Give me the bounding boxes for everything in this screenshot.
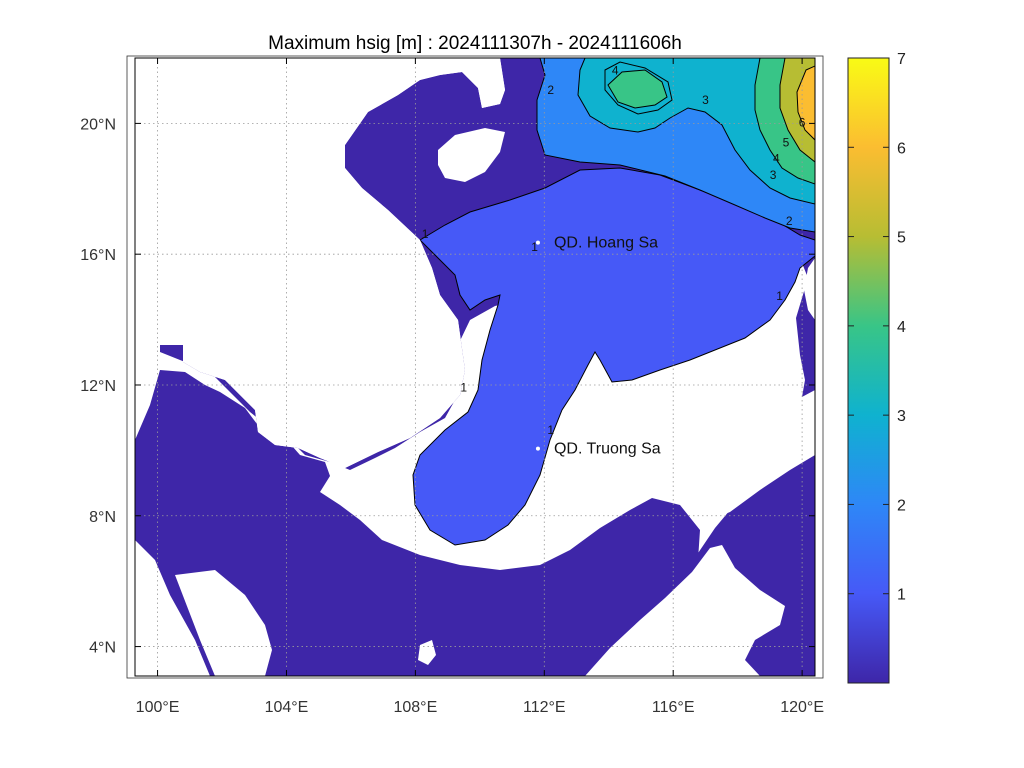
island-marker [535, 446, 540, 451]
colorbar-ticks: 1 2 3 4 5 6 7 [848, 51, 906, 604]
colorbar-tick-label: 3 [897, 408, 906, 425]
contour-label: 1 [460, 381, 467, 395]
contour-label: 2 [786, 214, 793, 228]
y-axis-tick-labels: 4°N 8°N 12°N 16°N 20°N [80, 116, 116, 656]
colorbar-tick-label: 7 [897, 51, 906, 68]
y-tick-label: 8°N [89, 509, 116, 526]
place-label: QD. Hoang Sa [554, 235, 658, 252]
sea-region-6-7m [796, 65, 815, 141]
land-borneo [585, 545, 785, 676]
colorbar-tick-label: 1 [897, 587, 906, 604]
contour-label: 1 [422, 227, 429, 241]
colorbar: 1 2 3 4 5 6 7 [847, 51, 906, 684]
y-tick-label: 16°N [80, 247, 116, 264]
chart-title: Maximum hsig [m] : 2024111307h - 2024111… [268, 33, 682, 54]
sea-region-4-5m [607, 58, 815, 185]
x-tick-label: 120°E [780, 699, 824, 716]
x-tick-label: 104°E [265, 699, 309, 716]
colorbar-tick-label: 4 [897, 319, 906, 336]
colorbar-tick-label: 6 [897, 140, 906, 157]
x-tick-label: 116°E [652, 699, 695, 716]
x-tick-label: 100°E [136, 699, 180, 716]
land-sumatra-coast [175, 570, 272, 676]
land-hainan [438, 128, 505, 182]
map-frame [126, 55, 824, 679]
land-malay-peninsula-west [135, 540, 210, 676]
x-tick-label: 112°E [523, 699, 566, 716]
contour-label: 6 [799, 116, 806, 130]
place-label: QD. Truong Sa [554, 441, 661, 458]
map-grid [135, 58, 815, 676]
colorbar-tick-label: 2 [897, 497, 906, 514]
contour-label: 3 [702, 93, 709, 107]
contour-label: 1 [531, 240, 538, 254]
land-small-island [418, 640, 436, 665]
colorbar-gradient [847, 57, 890, 684]
place-labels: QD. Hoang Sa QD. Truong Sa [535, 235, 661, 458]
colorbar-tick-label: 5 [897, 230, 906, 247]
land-china-mainland [135, 58, 505, 468]
contour-label: 4 [773, 152, 780, 166]
y-tick-label: 12°N [80, 378, 116, 395]
contour-label: 2 [547, 83, 554, 97]
contour-label: 1 [776, 289, 783, 303]
contour-label: 5 [783, 135, 790, 149]
x-tick-label: 108°E [393, 699, 437, 716]
contour-label: 1 [547, 423, 554, 437]
contour-label: 4 [612, 63, 619, 77]
island-marker [535, 240, 540, 245]
contour-label: 3 [770, 168, 777, 182]
land-philippines [710, 258, 815, 520]
x-axis-tick-labels: 100°E 104°E 108°E 112°E 116°E 120°E [136, 699, 824, 716]
y-tick-label: 4°N [89, 640, 116, 657]
y-tick-label: 20°N [80, 116, 116, 133]
